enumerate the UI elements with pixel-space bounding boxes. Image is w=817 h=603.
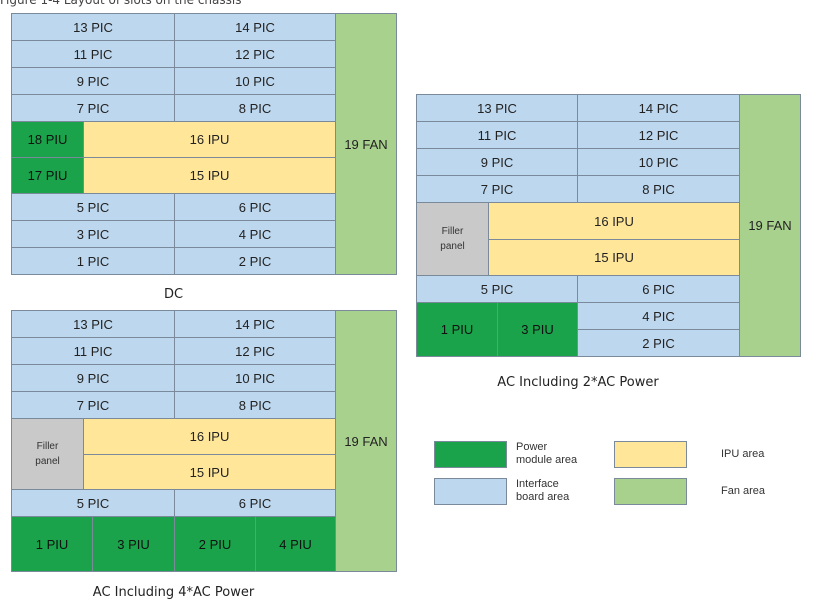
ac4-slot-4-piu: 4 PIU [255, 516, 336, 572]
ac4-slot-11: 11 PIC [11, 337, 175, 365]
ac2-slot-7: 7 PIC [416, 175, 578, 203]
top-caption: Figure 1-4 Layout of slots on the chassi… [0, 0, 242, 7]
dc-slot-13: 13 PIC [11, 13, 175, 41]
dc-caption: DC [163, 287, 184, 302]
ac2-slot-9: 9 PIC [416, 148, 578, 176]
dc-slot-19-fan: 19 FAN [335, 13, 397, 275]
ac2-slot-4: 4 PIC [577, 302, 740, 330]
legend-power-swatch [434, 441, 507, 468]
ac2-slot-15-ipu: 15 IPU [488, 239, 740, 276]
ac2-slot-2: 2 PIC [577, 329, 740, 357]
dc-slot-1: 1 PIC [11, 247, 175, 275]
dc-slot-5: 5 PIC [11, 193, 175, 221]
legend-fan-swatch [614, 478, 687, 505]
ac2-slot-16-ipu: 16 IPU [488, 202, 740, 240]
ac2-slot-3-piu: 3 PIU [497, 302, 578, 357]
dc-slot-4: 4 PIC [174, 220, 336, 248]
legend-interface-label: Interface board area [516, 478, 570, 503]
ac2-slot-8: 8 PIC [577, 175, 740, 203]
ac4-slot-19-fan: 19 FAN [335, 310, 397, 572]
ac4-slot-2-piu: 2 PIU [174, 516, 256, 572]
ac4-slot-5: 5 PIC [11, 489, 175, 517]
ac4-slot-6: 6 PIC [174, 489, 336, 517]
dc-slot-3: 3 PIC [11, 220, 175, 248]
ac2-caption: AC Including 2*AC Power [497, 375, 659, 390]
dc-slot-14: 14 PIC [174, 13, 336, 41]
dc-slot-10: 10 PIC [174, 67, 336, 95]
ac2-filler-line1: Filler [441, 226, 464, 237]
ac4-filler-line2: panel [35, 456, 60, 467]
dc-slot-8: 8 PIC [174, 94, 336, 122]
ac2-slot-6: 6 PIC [577, 275, 740, 303]
ac4-slot-16-ipu: 16 IPU [83, 418, 336, 455]
ac4-caption: AC Including 4*AC Power [92, 585, 255, 600]
ac4-slot-14: 14 PIC [174, 310, 336, 338]
dc-slot-2: 2 PIC [174, 247, 336, 275]
ac4-slot-1-piu: 1 PIU [11, 516, 93, 572]
ac2-filler-line2: panel [440, 241, 465, 252]
legend-fan-label: Fan area [721, 485, 766, 497]
dc-slot-7: 7 PIC [11, 94, 175, 122]
ac2-filler-panel: Filler panel [416, 202, 489, 276]
legend-power-label: Power module area [516, 441, 578, 466]
ac2-slot-14: 14 PIC [577, 94, 740, 122]
ac4-slot-7: 7 PIC [11, 391, 175, 419]
ac2-slot-19-fan: 19 FAN [739, 94, 801, 357]
ac4-filler-panel: Filler panel [11, 418, 84, 490]
ac4-slot-12: 12 PIC [174, 337, 336, 365]
legend-interface-swatch [434, 478, 507, 505]
dc-slot-12: 12 PIC [174, 40, 336, 68]
ac4-slot-13: 13 PIC [11, 310, 175, 338]
dc-slot-6: 6 PIC [174, 193, 336, 221]
dc-slot-16-ipu: 16 IPU [83, 121, 336, 158]
legend-ipu-label: IPU area [721, 448, 765, 460]
legend-ipu-swatch [614, 441, 687, 468]
ac4-slot-9: 9 PIC [11, 364, 175, 392]
ac2-slot-10: 10 PIC [577, 148, 740, 176]
dc-slot-11: 11 PIC [11, 40, 175, 68]
dc-slot-15-ipu: 15 IPU [83, 157, 336, 194]
ac2-slot-1-piu: 1 PIU [416, 302, 498, 357]
dc-slot-9: 9 PIC [11, 67, 175, 95]
ac2-slot-11: 11 PIC [416, 121, 578, 149]
ac2-slot-12: 12 PIC [577, 121, 740, 149]
ac4-slot-3-piu: 3 PIU [92, 516, 175, 572]
dc-slot-18-piu: 18 PIU [11, 121, 84, 158]
ac4-slot-10: 10 PIC [174, 364, 336, 392]
ac4-slot-15-ipu: 15 IPU [83, 454, 336, 490]
ac2-slot-5: 5 PIC [416, 275, 578, 303]
ac4-filler-line1: Filler [36, 441, 59, 452]
ac4-slot-8: 8 PIC [174, 391, 336, 419]
ac2-slot-13: 13 PIC [416, 94, 578, 122]
dc-slot-17-piu: 17 PIU [11, 157, 84, 194]
